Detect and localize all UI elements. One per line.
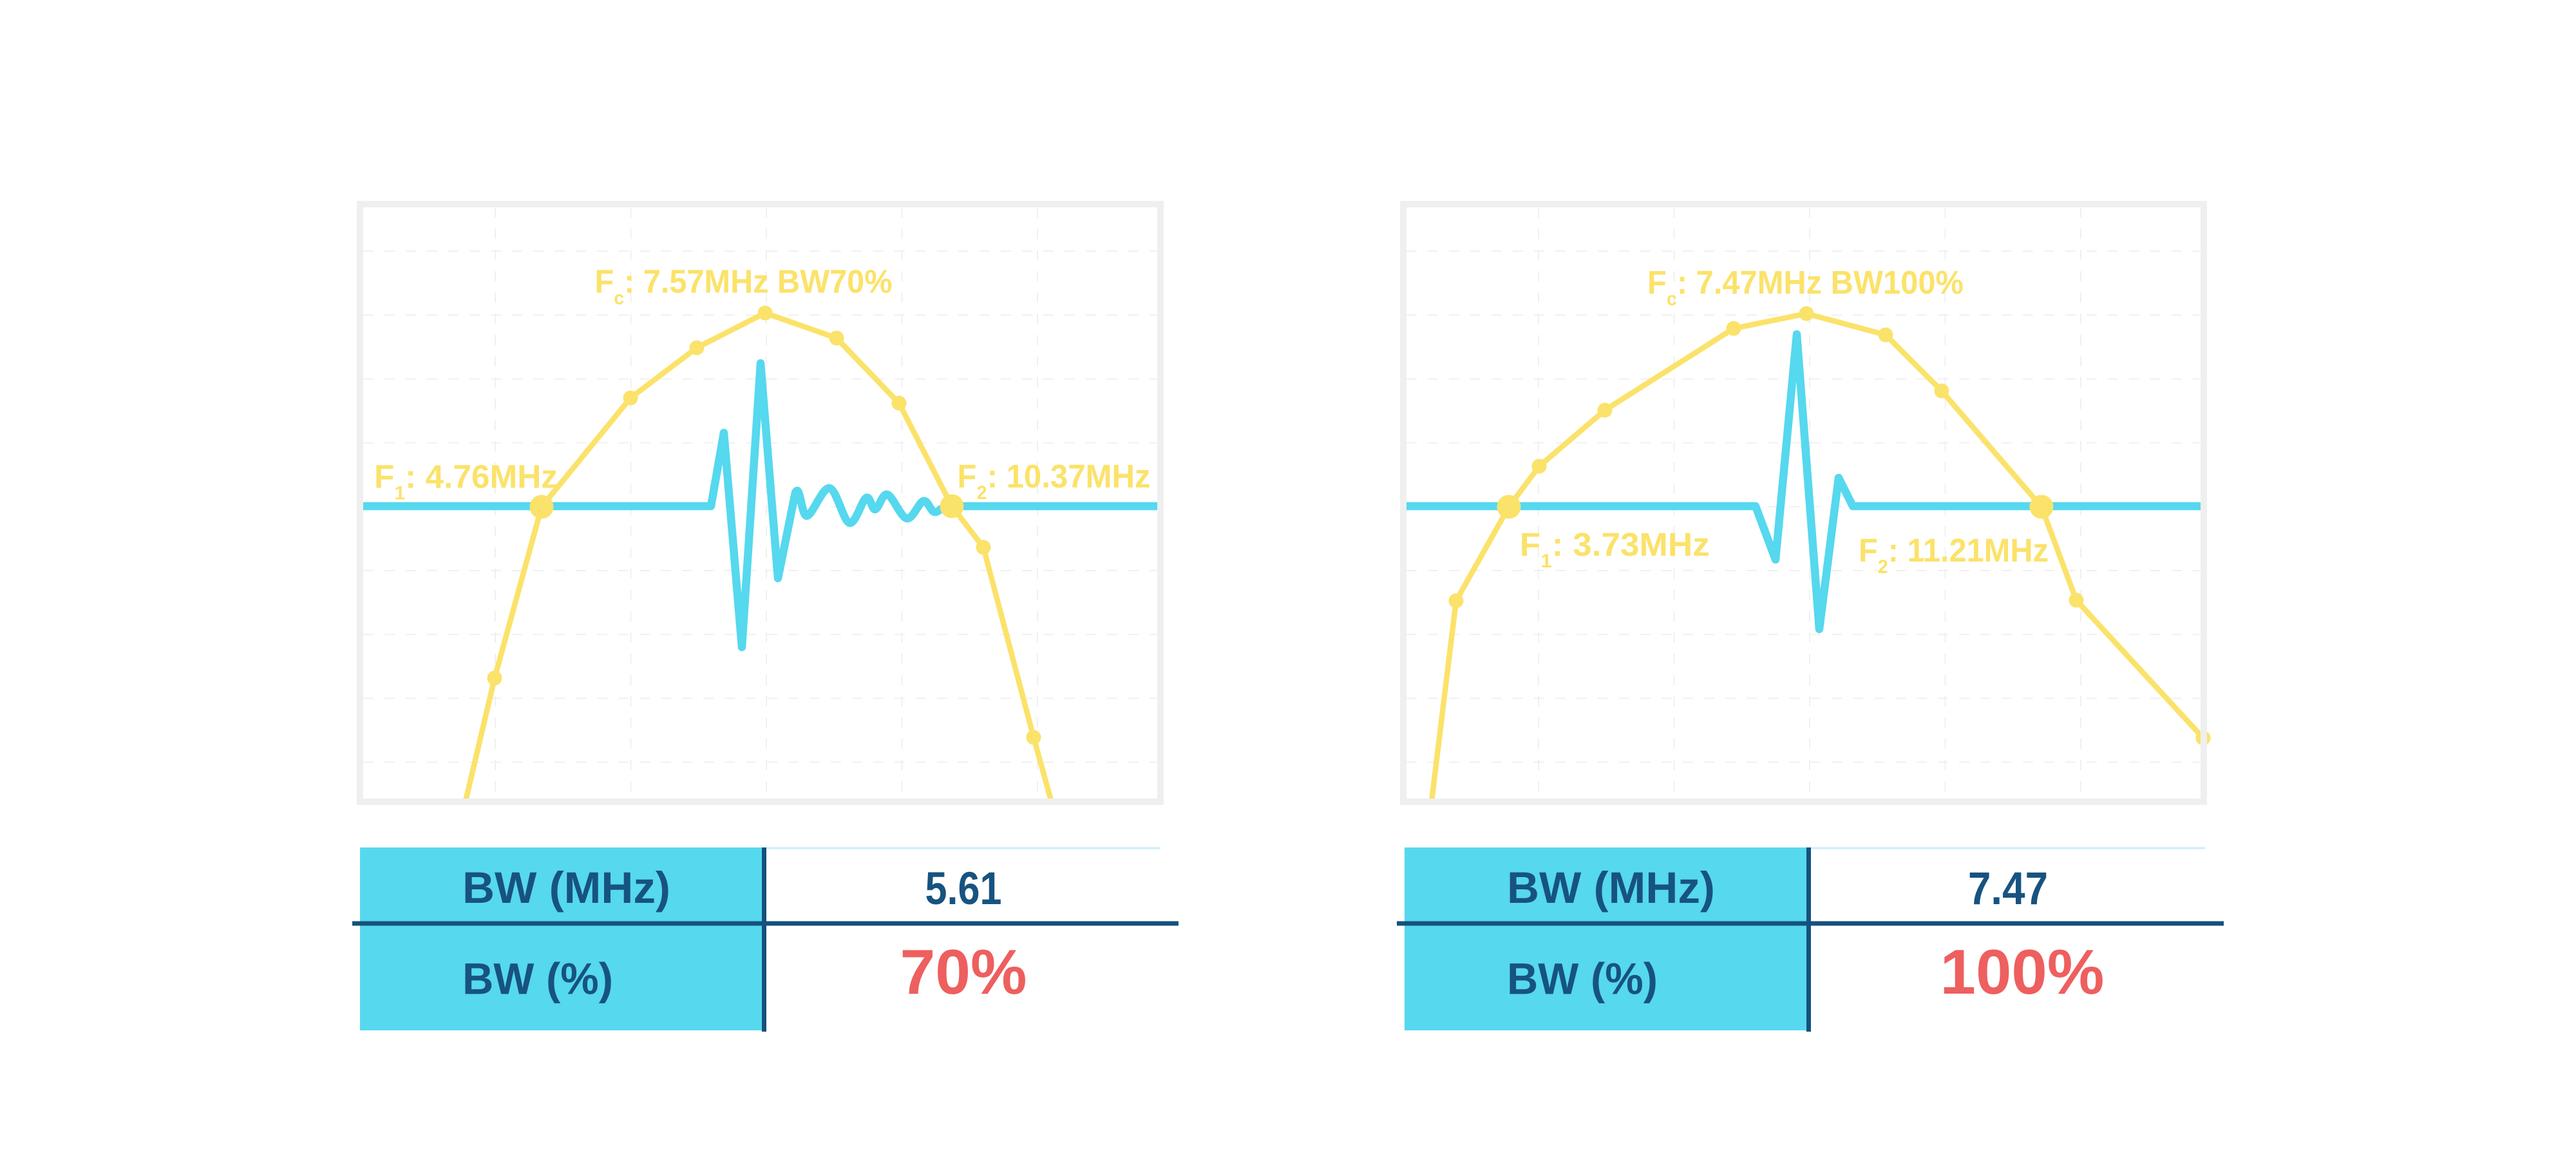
svg-text:F1: 3.73MHz: F1: 3.73MHz <box>1520 526 1710 572</box>
svg-text:F1: 4.76MHz: F1: 4.76MHz <box>374 459 558 504</box>
svg-text:7.47: 7.47 <box>1968 864 2048 914</box>
svg-text:100%: 100% <box>1940 936 2105 1007</box>
svg-text:70%: 70% <box>900 936 1027 1007</box>
svg-text:Fc: 7.47MHz BW100%: Fc: 7.47MHz BW100% <box>1647 264 1964 310</box>
svg-text:Fc: 7.57MHz BW70%: Fc: 7.57MHz BW70% <box>595 263 893 309</box>
svg-text:BW (MHz): BW (MHz) <box>462 863 670 913</box>
svg-text:BW (%): BW (%) <box>1507 954 1658 1003</box>
svg-text:BW (MHz): BW (MHz) <box>1507 863 1715 913</box>
svg-text:5.61: 5.61 <box>925 864 1002 914</box>
svg-text:BW (%): BW (%) <box>462 954 613 1003</box>
svg-text:F2: 11.21MHz: F2: 11.21MHz <box>1859 532 2049 578</box>
svg-text:F2: 10.37MHz: F2: 10.37MHz <box>958 458 1151 504</box>
